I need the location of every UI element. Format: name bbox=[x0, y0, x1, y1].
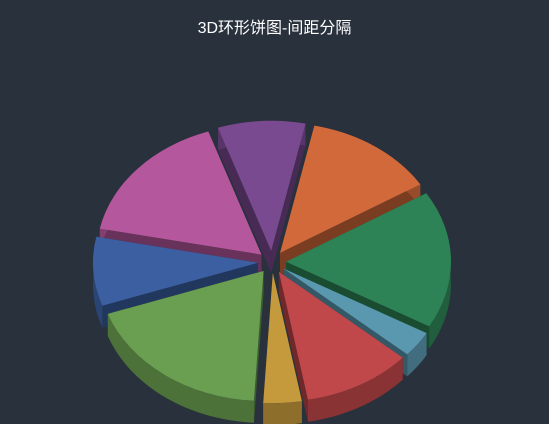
pie-slice-9[interactable] bbox=[217, 120, 306, 273]
pie-slice-6-outer-wall bbox=[107, 313, 254, 423]
pie-slice-9-top bbox=[217, 120, 306, 251]
pie-slice-3-top bbox=[283, 268, 427, 355]
pie-slice-6-wall-start bbox=[253, 270, 264, 423]
pie-slice-5-outer-wall bbox=[263, 401, 302, 424]
pie-slice-9-wall-start bbox=[217, 127, 272, 273]
pie-slice-5[interactable] bbox=[263, 273, 302, 424]
pie-slice-3-outer-wall bbox=[407, 333, 427, 377]
pie-slice-4-outer-wall bbox=[307, 357, 403, 422]
pie-slice-6[interactable] bbox=[107, 270, 264, 423]
pie-slice-7-top bbox=[93, 236, 259, 306]
pie-slices bbox=[93, 120, 451, 424]
pie-slice-1-top bbox=[280, 125, 421, 253]
pie-slice-2-top bbox=[285, 193, 451, 327]
pie-slice-6-top bbox=[107, 270, 264, 401]
pie-slice-5-top bbox=[263, 273, 302, 404]
pie-slice-4-top bbox=[278, 271, 403, 400]
pie-slice-9-wall-end bbox=[271, 123, 306, 273]
pie-slice-8-top bbox=[99, 131, 262, 255]
chart-title: 3D环形饼图-间距分隔 bbox=[197, 20, 352, 37]
pie-slice-4[interactable] bbox=[278, 271, 403, 422]
pie-slice-4-wall-end bbox=[278, 271, 308, 422]
